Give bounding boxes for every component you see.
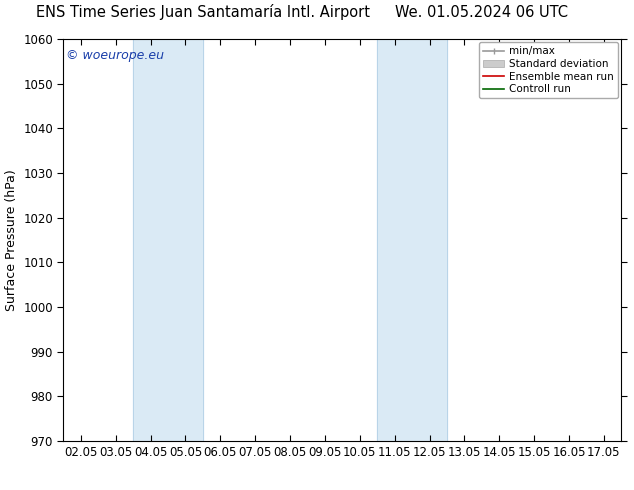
Bar xyxy=(133,39,203,441)
Text: ENS Time Series Juan Santamaría Intl. Airport: ENS Time Series Juan Santamaría Intl. Ai… xyxy=(36,3,370,20)
Text: © woeurope.eu: © woeurope.eu xyxy=(66,49,164,62)
Text: We. 01.05.2024 06 UTC: We. 01.05.2024 06 UTC xyxy=(396,4,568,20)
Bar xyxy=(377,39,447,441)
Legend: min/max, Standard deviation, Ensemble mean run, Controll run: min/max, Standard deviation, Ensemble me… xyxy=(479,42,618,98)
Y-axis label: Surface Pressure (hPa): Surface Pressure (hPa) xyxy=(4,169,18,311)
